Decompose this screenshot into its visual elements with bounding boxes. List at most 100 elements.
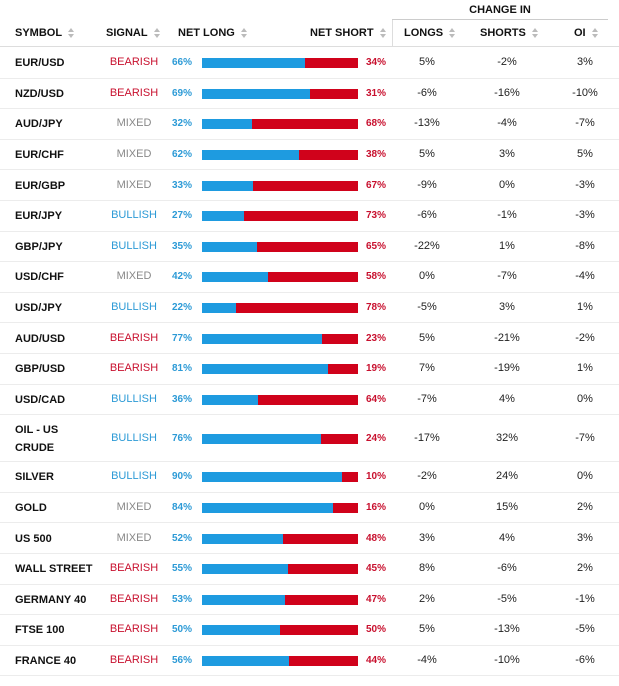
net-long-value: 36% (171, 393, 192, 405)
net-short-value: 47% (365, 593, 386, 605)
table-row[interactable]: OIL - US CRUDE BULLISH 76% 24% -17% 32% -7% (0, 415, 619, 463)
table-row[interactable]: GBP/JPY BULLISH 35% 65% -22% 1% -8% (0, 232, 619, 263)
net-short-column-header[interactable]: NET SHORT (310, 27, 386, 39)
table-row[interactable]: US 500 MIXED 52% 48% 3% 4% 3% (0, 523, 619, 554)
signal-label: BULLISH (111, 209, 157, 222)
longs-change-value: -9% (417, 178, 437, 191)
sort-icon (379, 28, 386, 38)
oi-change-value: 5% (577, 148, 593, 161)
table-row[interactable]: NZD/USD BEARISH 69% 31% -6% -16% -10% (0, 79, 619, 110)
net-long-header-label: NET LONG (178, 27, 235, 39)
net-long-value: 55% (171, 563, 192, 575)
table-row[interactable]: FRANCE 40 BEARISH 56% 44% -4% -10% -6% (0, 646, 619, 677)
oi-change-value: -4% (575, 270, 595, 283)
symbol-link[interactable]: EUR/JPY (15, 210, 63, 223)
net-long-value: 76% (171, 432, 192, 444)
table-row[interactable]: AUD/USD BEARISH 77% 23% 5% -21% -2% (0, 323, 619, 354)
shorts-change-value: 4% (499, 531, 515, 544)
longs-change-value: -6% (417, 209, 437, 222)
table-row[interactable]: USD/JPY BULLISH 22% 78% -5% 3% 1% (0, 293, 619, 324)
net-short-value: 19% (365, 363, 386, 375)
symbol-link[interactable]: EUR/USD (15, 57, 65, 70)
sentiment-bar (202, 625, 358, 636)
longs-change-value: -17% (414, 431, 440, 444)
symbol-link[interactable]: AUD/USD (15, 332, 66, 345)
net-long-bar-fill (202, 150, 299, 161)
sentiment-bar (202, 58, 358, 69)
symbol-link[interactable]: WALL STREET (15, 563, 93, 576)
sentiment-bar (202, 272, 358, 283)
sentiment-bar (202, 503, 358, 514)
longs-change-value: 7% (419, 362, 435, 375)
signal-label: MIXED (116, 531, 152, 544)
table-row[interactable]: GERMANY 40 BEARISH 53% 47% 2% -5% -1% (0, 585, 619, 616)
oi-change-value: 1% (577, 362, 593, 375)
table-row[interactable]: WALL STREET BEARISH 55% 45% 8% -6% 2% (0, 554, 619, 585)
symbol-link[interactable]: FRANCE 40 (15, 655, 77, 668)
net-long-value: 35% (171, 240, 192, 252)
symbol-link[interactable]: USD/CAD (15, 393, 66, 406)
net-short-value: 16% (365, 502, 386, 514)
oi-column-header[interactable]: OI (574, 27, 598, 39)
shorts-change-value: -7% (497, 270, 517, 283)
net-long-value: 50% (171, 624, 192, 636)
table-row[interactable]: USD/CAD BULLISH 36% 64% -7% 4% 0% (0, 385, 619, 416)
symbol-link[interactable]: GBP/JPY (15, 240, 63, 253)
symbol-link[interactable]: SILVER (15, 471, 54, 484)
table-row[interactable]: FTSE 100 BEARISH 50% 50% 5% -13% -5% (0, 615, 619, 646)
table-row[interactable]: EUR/CHF MIXED 62% 38% 5% 3% 5% (0, 140, 619, 171)
symbol-link[interactable]: GOLD (15, 502, 47, 515)
table-row[interactable]: USD/CHF MIXED 42% 58% 0% -7% -4% (0, 262, 619, 293)
table-row[interactable]: SILVER BULLISH 90% 10% -2% 24% 0% (0, 462, 619, 493)
symbol-link[interactable]: GERMANY 40 (15, 593, 87, 606)
longs-change-value: 3% (419, 531, 435, 544)
symbol-link[interactable]: US 500 (15, 532, 52, 545)
longs-change-value: -2% (417, 470, 437, 483)
shorts-change-value: -2% (497, 56, 517, 69)
net-long-column-header[interactable]: NET LONG (178, 27, 247, 39)
net-long-value: 66% (171, 57, 192, 69)
symbol-link[interactable]: GBP/USD (15, 363, 66, 376)
net-long-value: 62% (171, 149, 192, 161)
symbol-link[interactable]: EUR/GBP (15, 179, 66, 192)
symbol-link[interactable]: AUD/JPY (15, 118, 63, 131)
shorts-column-header[interactable]: SHORTS (480, 27, 538, 39)
net-long-value: 90% (171, 471, 192, 483)
symbol-link[interactable]: USD/CHF (15, 271, 64, 284)
sentiment-bar (202, 119, 358, 130)
symbol-column-header[interactable]: SYMBOL (15, 27, 75, 39)
signal-label: BULLISH (111, 392, 157, 405)
symbol-link[interactable]: EUR/CHF (15, 149, 64, 162)
signal-label: MIXED (116, 117, 152, 130)
longs-change-value: -7% (417, 392, 437, 405)
net-long-value: 42% (171, 271, 192, 283)
table-row[interactable]: GBP/USD BEARISH 81% 19% 7% -19% 1% (0, 354, 619, 385)
symbol-link[interactable]: USD/JPY (15, 302, 63, 315)
sort-icon (240, 28, 247, 38)
net-long-value: 84% (171, 502, 192, 514)
longs-column-header[interactable]: LONGS (404, 27, 456, 39)
table-row[interactable]: AUD/JPY MIXED 32% 68% -13% -4% -7% (0, 109, 619, 140)
longs-change-value: 5% (419, 623, 435, 636)
signal-label: BULLISH (111, 301, 157, 314)
shorts-change-value: -10% (494, 654, 520, 667)
oi-change-value: 0% (577, 392, 593, 405)
signal-column-header[interactable]: SIGNAL (106, 27, 160, 39)
oi-change-value: -7% (575, 117, 595, 130)
net-long-bar-fill (202, 272, 268, 283)
shorts-change-value: -4% (497, 117, 517, 130)
sentiment-bar (202, 433, 358, 444)
longs-change-value: 5% (419, 56, 435, 69)
shorts-change-value: 0% (499, 178, 515, 191)
symbol-link[interactable]: NZD/USD (15, 87, 64, 100)
symbol-link[interactable]: FTSE 100 (15, 624, 65, 637)
net-long-bar-fill (202, 241, 257, 252)
table-row[interactable]: EUR/JPY BULLISH 27% 73% -6% -1% -3% (0, 201, 619, 232)
net-long-value: 33% (171, 179, 192, 191)
table-row[interactable]: GOLD MIXED 84% 16% 0% 15% 2% (0, 493, 619, 524)
shorts-change-value: 3% (499, 148, 515, 161)
table-row[interactable]: EUR/GBP MIXED 33% 67% -9% 0% -3% (0, 170, 619, 201)
symbol-link[interactable]: OIL - US CRUDE (15, 423, 59, 454)
signal-label: BEARISH (109, 331, 159, 344)
table-row[interactable]: EUR/USD BEARISH 66% 34% 5% -2% 3% (0, 48, 619, 79)
